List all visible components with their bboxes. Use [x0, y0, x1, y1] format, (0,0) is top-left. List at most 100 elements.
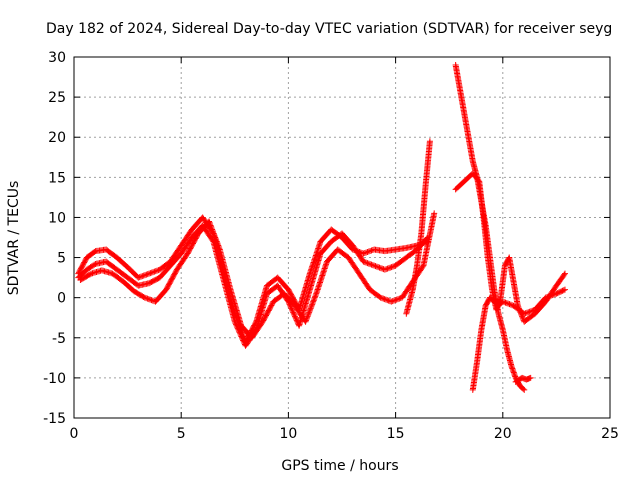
data-point	[310, 298, 317, 305]
data-point	[499, 298, 506, 305]
data-point	[208, 223, 215, 230]
series-track-e	[452, 170, 568, 325]
data-point	[235, 326, 242, 333]
data-point	[266, 306, 273, 313]
data-point	[383, 266, 390, 273]
data-point	[264, 309, 271, 316]
data-point	[190, 239, 197, 246]
data-point	[525, 309, 532, 316]
data-point	[368, 247, 375, 254]
data-point	[363, 259, 370, 266]
data-point	[189, 240, 196, 247]
data-point	[234, 325, 241, 332]
data-point	[286, 287, 293, 294]
y-tick-label: 30	[48, 50, 66, 66]
y-tick-label: 20	[48, 130, 66, 146]
data-point	[287, 290, 294, 297]
data-point	[360, 250, 367, 257]
x-tick-label: 25	[601, 426, 619, 442]
y-tick-label: 25	[48, 90, 66, 106]
data-point	[150, 269, 157, 276]
data-point	[546, 293, 553, 300]
series-track-b	[75, 222, 431, 349]
data-point	[194, 232, 201, 239]
data-point	[237, 332, 244, 339]
data-point	[365, 248, 372, 255]
data-point	[240, 337, 247, 344]
data-point	[523, 309, 530, 316]
data-point	[389, 263, 396, 270]
data-point	[168, 276, 175, 283]
data-point	[192, 235, 199, 242]
data-point	[371, 262, 378, 269]
x-tick-label: 15	[387, 426, 405, 442]
data-point	[166, 280, 173, 287]
chart-title: Day 182 of 2024, Sidereal Day-to-day VTE…	[46, 21, 612, 37]
data-point	[311, 294, 318, 301]
data-point	[509, 302, 516, 309]
series-track-d	[452, 62, 528, 393]
data-point	[210, 230, 217, 237]
data-point	[381, 266, 388, 273]
x-tick-label: 10	[279, 426, 297, 442]
data-point	[209, 227, 216, 234]
data-point	[289, 294, 296, 301]
data-point	[307, 305, 314, 312]
y-tick-label: -5	[52, 331, 66, 347]
data-point	[167, 277, 174, 284]
data-point	[475, 177, 482, 184]
data-point	[191, 238, 198, 245]
data-point	[529, 307, 536, 314]
data-point	[171, 271, 178, 278]
data-point	[163, 285, 170, 292]
data-point	[214, 239, 221, 246]
data-point	[186, 246, 193, 253]
data-point	[267, 304, 274, 311]
y-tick-label: 0	[57, 291, 66, 307]
data-point	[391, 263, 398, 270]
data-point	[542, 294, 549, 301]
data-point	[527, 374, 534, 381]
data-point	[376, 264, 383, 271]
data-point	[561, 270, 568, 277]
data-point	[148, 269, 155, 276]
data-point	[419, 263, 426, 270]
data-point	[289, 308, 296, 315]
data-point	[147, 270, 154, 277]
data-point	[141, 294, 148, 301]
data-point	[169, 275, 176, 282]
data-point	[549, 292, 556, 299]
data-point	[170, 272, 177, 279]
data-point	[363, 249, 370, 256]
data-point	[188, 243, 195, 250]
data-point	[147, 296, 154, 303]
data-point	[211, 233, 218, 240]
data-point	[163, 286, 170, 293]
data-point	[369, 262, 376, 269]
data-point	[395, 296, 402, 303]
data-point	[361, 250, 368, 257]
data-point	[501, 299, 508, 306]
data-point	[303, 317, 310, 324]
data-point	[268, 302, 275, 309]
data-point	[135, 274, 142, 281]
data-point	[285, 286, 292, 293]
data-point	[304, 314, 311, 321]
data-point	[550, 291, 557, 298]
data-point	[209, 226, 216, 233]
data-point	[506, 301, 513, 308]
y-tick-label: -15	[43, 411, 66, 427]
data-point	[375, 264, 382, 271]
data-point	[238, 334, 245, 341]
data-point	[260, 317, 267, 324]
data-point	[560, 287, 567, 294]
data-point	[232, 320, 239, 327]
data-point	[290, 310, 297, 317]
data-point	[526, 308, 533, 315]
data-point	[364, 260, 371, 267]
series-spike-16h	[403, 138, 433, 317]
data-point	[288, 305, 295, 312]
data-point	[396, 295, 403, 302]
data-point	[154, 267, 161, 274]
data-point	[382, 296, 389, 303]
